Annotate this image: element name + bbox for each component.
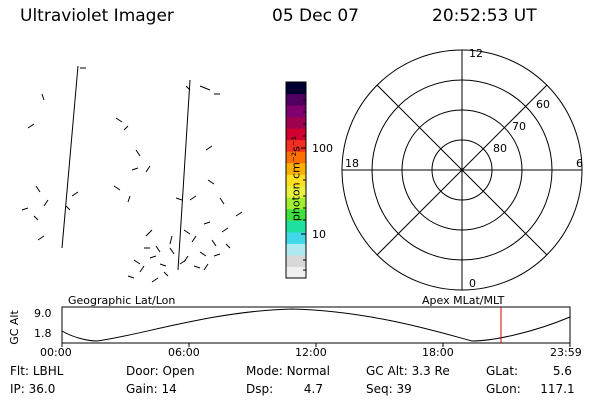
colorbar-segment [286, 105, 306, 118]
mlt-label-0: 0 [469, 277, 476, 290]
geographic-label: Geographic Lat/Lon [68, 294, 176, 307]
colorbar-segment [286, 82, 306, 95]
status-glon: GLon: 117.1 [486, 382, 575, 396]
instrument-title: Ultraviolet Imager [20, 6, 174, 26]
colorbar-segment [286, 208, 306, 221]
colorbar-segment [286, 266, 306, 279]
colorbar-segment [286, 243, 306, 256]
mlt-label-6: 6 [576, 157, 583, 170]
alt-xtick-1800: 18:00 [422, 346, 454, 359]
colorbar-segment [286, 220, 306, 233]
alt-xtick-1200: 12:00 [295, 346, 327, 359]
status-glat: GLat: 5.6 [486, 364, 572, 378]
coastline-fragments [21, 67, 243, 283]
colorbar-segment [286, 116, 306, 129]
alt-ytick-low: 1.8 [34, 327, 52, 340]
status-door: Door: Open [126, 364, 195, 378]
status-ip: IP: 36.0 [10, 382, 56, 396]
status-dsp: Dsp: 4.7 [246, 382, 323, 396]
polar-plot [341, 49, 583, 291]
colorbar-tick-label: 100 [312, 142, 333, 155]
status-flt: Flt: LBHL [10, 364, 64, 378]
colorbar-segment [286, 139, 306, 152]
alt-xtick-2359: 23:59 [550, 346, 582, 359]
meridian-line-1 [61, 65, 79, 249]
colorbar-tick-label: 10 [312, 228, 326, 241]
colorbar-segment [286, 197, 306, 210]
colorbar-segment [286, 231, 306, 244]
date-label: 05 Dec 07 [272, 6, 359, 26]
alt-xtick-0600: 06:00 [168, 346, 200, 359]
meridian-line-2 [177, 79, 191, 271]
mlt-label-18: 18 [345, 157, 359, 170]
lat-label-70: 70 [512, 120, 526, 133]
alt-xtick-0000: 00:00 [40, 346, 72, 359]
colorbar-segment [286, 254, 306, 267]
apex-label: Apex MLat/MLT [422, 294, 505, 307]
colorbar: 100 10 [285, 81, 333, 279]
time-label: 20:52:53 UT [432, 6, 537, 26]
colorbar-segment [286, 128, 306, 141]
colorbar-segment [286, 174, 306, 187]
alt-ytick-high: 9.0 [34, 307, 52, 320]
altitude-curve [61, 308, 571, 342]
alt-ylabel: GC Alt [7, 310, 21, 345]
altitude-plot [61, 306, 571, 347]
colorbar-segment [286, 151, 306, 164]
status-seq: Seq: 39 [366, 382, 412, 396]
lat-label-60: 60 [536, 98, 550, 111]
colorbar-segment [286, 93, 306, 106]
lat-label-80: 80 [493, 142, 507, 155]
status-gain: Gain: 14 [126, 382, 177, 396]
colorbar-segment [286, 185, 306, 198]
colorbar-segment [286, 162, 306, 175]
status-mode: Mode: Normal [246, 364, 330, 378]
colorbar-unit-label: photon cm⁻²s⁻¹ [289, 135, 303, 222]
mlt-label-12: 12 [469, 47, 483, 60]
status-gcalt: GC Alt: 3.3 Re [366, 364, 450, 378]
